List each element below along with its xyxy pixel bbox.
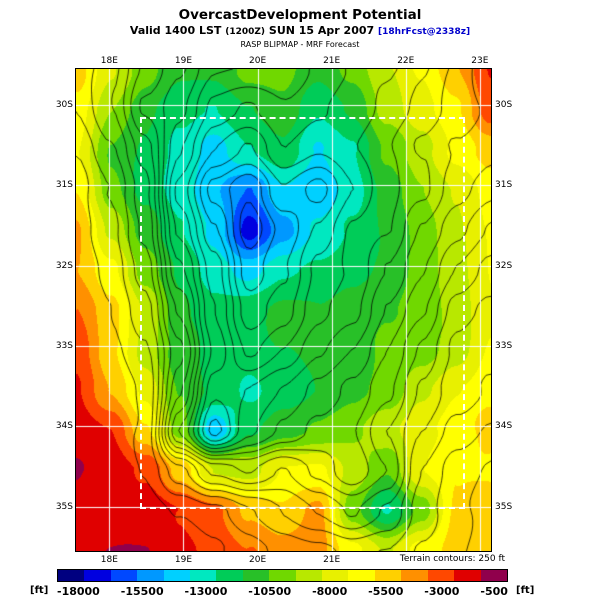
colorbar-tick-label: -18000 [57,585,100,598]
lat-tick-left: 34S [55,421,73,432]
valid-date: SUN 15 Apr 2007 [268,24,375,37]
colorbar-segment [190,570,217,581]
chart-title: OvercastDevelopment Potential [178,7,422,23]
colorbar-segment [163,570,191,581]
colorbar-segment [374,570,402,581]
colorbar-segment [295,570,323,581]
lat-tick-left: 31S [55,180,73,191]
colorbar-segment [269,570,296,581]
model-line: RASP BLIPMAP - MRF Forecast [240,40,360,49]
colorbar-segment [242,570,270,581]
lon-tick-bottom: 19E [174,555,193,565]
colorbar-segment [322,570,349,581]
colorbar-segment [216,570,243,581]
colorbar-tick-labels: -18000 -15500 -13000 -10500 -8000 -5500 -3000 -… [57,585,508,598]
lon-tick-bottom: 18E [100,555,118,565]
lat-tick-left: 35S [55,501,73,512]
colorbar-tick-label: -13000 [184,585,228,598]
lon-tick-top: 21E [323,56,341,66]
lon-tick-top: 18E [100,56,118,66]
colorbar-segment [480,570,507,581]
colorbar-tick-label: -5500 [368,585,404,598]
forecast-map: 18E 19E 20E 21E 22E 23E 18E 19E 20E 21E 30S 31S 32S 3… [56,56,512,565]
valid-time-line: Valid 1400 LST (1200Z) SUN 15 Apr 2007 [… [0,24,600,37]
heatmap-canvas [76,69,491,551]
terrain-contours-note: Terrain contours: 250 ft [399,554,505,564]
lon-tick-bottom: 20E [248,555,267,565]
lat-tick-left: 33S [55,341,73,352]
colorbar-segment [348,570,375,581]
colorbar-segment [401,570,428,581]
colorbar [57,569,508,582]
lat-tick-right: 30S [495,100,513,111]
valid-zulu: (1200Z) [225,27,266,37]
colorbar-segment [110,570,138,581]
lat-tick-right: 32S [495,260,513,271]
valid-prefix: Valid 1400 LST [129,24,222,37]
lon-tick-bottom: 21E [323,555,341,565]
lat-tick-left: 32S [55,260,73,271]
colorbar-unit-right: [ft] [516,585,535,596]
colorbar-segment [137,570,164,581]
lon-tick-top: 19E [174,56,193,66]
lat-tick-right: 31S [495,180,513,191]
colorbar-tick-label: -15500 [120,585,164,598]
colorbar-segment [84,570,111,581]
forecast-tag: [18hrFcst@2338z] [378,27,471,37]
lat-tick-left: 30S [55,100,73,111]
colorbar-segment [454,570,481,581]
colorbar-tick-label: -500 [480,585,508,598]
lon-tick-top: 23E [471,56,489,66]
colorbar-segment [427,570,455,581]
colorbar-tick-label: -8000 [312,585,348,598]
lat-tick-right: 33S [495,341,513,352]
lon-tick-top: 20E [248,56,267,66]
colorbar-tick-label: -10500 [248,585,292,598]
lat-tick-right: 34S [495,421,513,432]
colorbar-segment [58,570,85,581]
lat-tick-right: 35S [495,501,513,512]
lon-tick-top: 22E [397,56,415,66]
colorbar-tick-label: -3000 [424,585,460,598]
colorbar-unit-left: [ft] [30,585,49,596]
